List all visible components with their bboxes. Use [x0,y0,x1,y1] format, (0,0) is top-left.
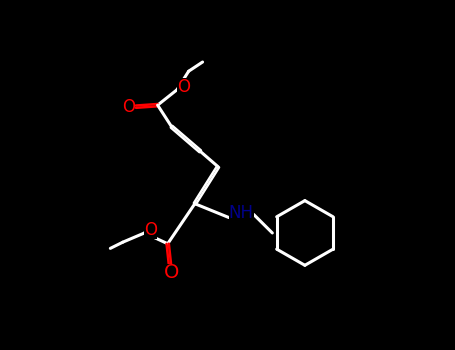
Text: O: O [144,221,157,239]
Text: O: O [164,264,179,282]
Text: O: O [177,78,190,96]
Text: O: O [121,98,135,116]
Text: NH: NH [229,204,254,222]
